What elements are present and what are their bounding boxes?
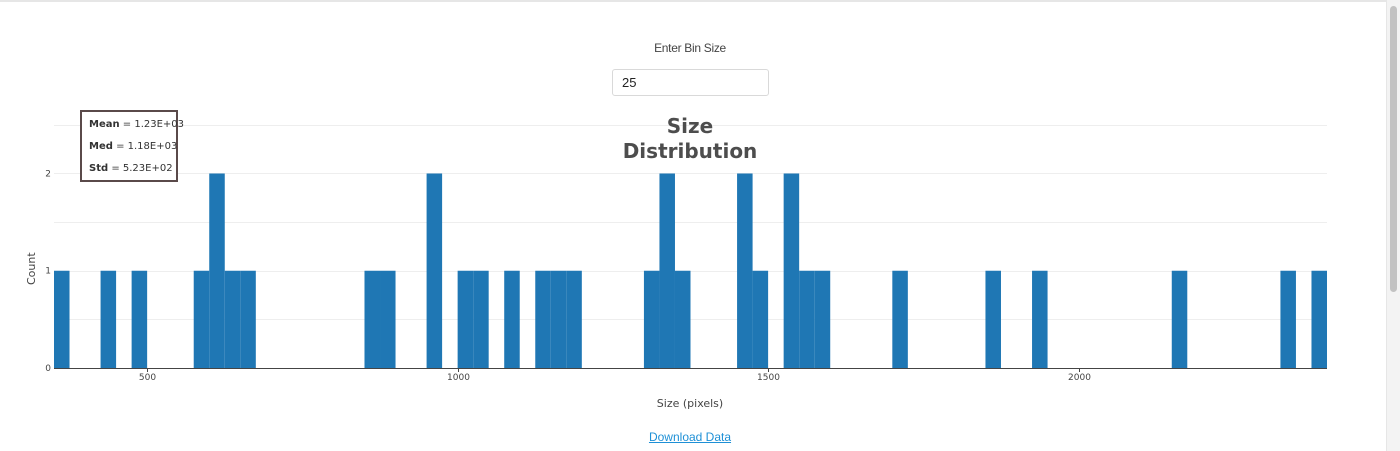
x-axis-title: Size (pixels): [656, 397, 724, 410]
histogram-bar[interactable]: [224, 270, 241, 368]
histogram-bar[interactable]: [100, 270, 117, 368]
mean-value: = 1.23E+03: [119, 119, 185, 130]
x-tick-label: 1000: [447, 373, 470, 383]
histogram-bar[interactable]: [674, 270, 691, 368]
histogram-bar[interactable]: [473, 270, 489, 368]
std-value: = 5.23E+02: [108, 163, 173, 174]
top-divider: [0, 0, 1400, 2]
histogram-bar[interactable]: [1171, 270, 1188, 368]
histogram-bar[interactable]: [752, 270, 769, 368]
x-tick-label: 500: [139, 373, 156, 383]
mean-label: Mean: [89, 119, 120, 130]
x-tick-label: 2000: [1068, 373, 1091, 383]
median-row: Med = 1.18E+03: [89, 141, 178, 163]
bin-size-input[interactable]: [612, 69, 769, 96]
y-tick-label: 1: [45, 267, 51, 277]
mean-row: Mean = 1.23E+03: [89, 119, 184, 141]
download-data-link[interactable]: Download Data: [648, 430, 732, 444]
histogram-bar[interactable]: [1280, 270, 1296, 368]
y-tick-label: 0: [45, 364, 51, 374]
chart-title-line-2: Distribution: [622, 139, 758, 163]
histogram-bar[interactable]: [659, 173, 675, 368]
histogram-bar[interactable]: [209, 173, 225, 368]
histogram-bar[interactable]: [550, 270, 567, 368]
y-tick-label: 2: [45, 169, 51, 179]
chart-title-line-1: Size: [666, 114, 714, 138]
histogram-bar[interactable]: [131, 270, 148, 368]
histogram-bar[interactable]: [799, 270, 815, 368]
histogram-bar[interactable]: [193, 270, 210, 368]
histogram-bar[interactable]: [54, 270, 70, 368]
vertical-scrollbar[interactable]: [1386, 0, 1400, 451]
median-value: = 1.18E+03: [112, 141, 178, 152]
chart-title: Size Distribution: [590, 114, 790, 164]
histogram-bar[interactable]: [1032, 270, 1048, 368]
histogram-bar[interactable]: [985, 270, 1001, 368]
histogram-bar[interactable]: [240, 270, 256, 368]
y-axis-title: Count: [25, 252, 38, 285]
bin-size-label: Enter Bin Size: [654, 41, 726, 55]
histogram-bar[interactable]: [1311, 270, 1327, 368]
median-label: Med: [89, 141, 113, 152]
histogram-bar[interactable]: [426, 173, 443, 368]
stats-box: Mean = 1.23E+03 Med = 1.18E+03 Std = 5.2…: [80, 110, 184, 185]
x-tick-label: 1500: [757, 373, 780, 383]
histogram-bar[interactable]: [380, 270, 396, 368]
histogram-bar[interactable]: [457, 270, 474, 368]
std-label: Std: [89, 163, 109, 174]
histogram-bar[interactable]: [566, 270, 582, 368]
scrollbar-thumb[interactable]: [1390, 6, 1397, 292]
histogram-bar[interactable]: [535, 270, 551, 368]
std-row: Std = 5.23E+02: [89, 163, 176, 185]
histogram-bar[interactable]: [364, 270, 381, 368]
histogram-bar[interactable]: [643, 270, 660, 368]
histogram-bar[interactable]: [504, 270, 520, 368]
histogram-bar[interactable]: [737, 173, 753, 368]
histogram-bar[interactable]: [814, 270, 831, 368]
histogram-bar[interactable]: [892, 270, 908, 368]
histogram-bar[interactable]: [783, 173, 800, 368]
